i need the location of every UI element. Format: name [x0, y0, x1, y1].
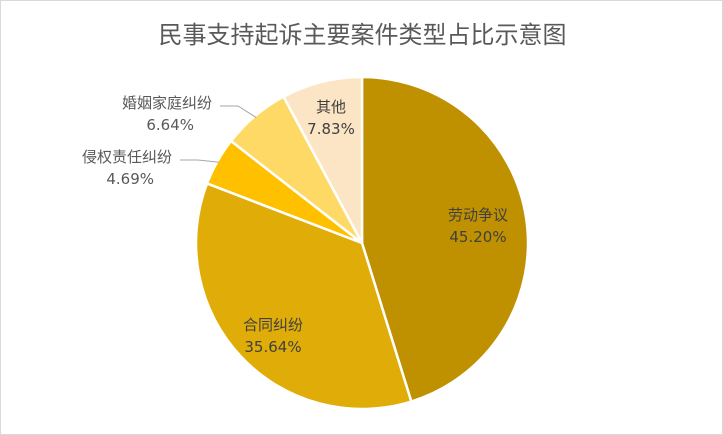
- slice-value-label: 4.69%: [106, 170, 154, 188]
- leader-line: [220, 105, 257, 119]
- slice-value-label: 35.64%: [244, 338, 301, 356]
- slice-name-label: 其他: [316, 98, 346, 116]
- slice-name-label: 劳动争议: [448, 206, 508, 224]
- chart-title: 民事支持起诉主要案件类型占比示意图: [158, 21, 567, 49]
- pie-slice: [360, 75, 530, 404]
- pie-slice: [194, 181, 413, 411]
- slice-name-label: 婚姻家庭纠纷: [122, 94, 212, 112]
- leader-line: [180, 159, 220, 163]
- slice-value-label: 6.64%: [146, 116, 194, 134]
- pie-slice: [281, 75, 364, 244]
- slice-name-label: 合同纠纷: [243, 316, 303, 334]
- slice-name-label: 侵权责任纠纷: [82, 148, 172, 166]
- slice-value-label: 45.20%: [449, 228, 506, 246]
- slice-value-label: 7.83%: [307, 120, 355, 138]
